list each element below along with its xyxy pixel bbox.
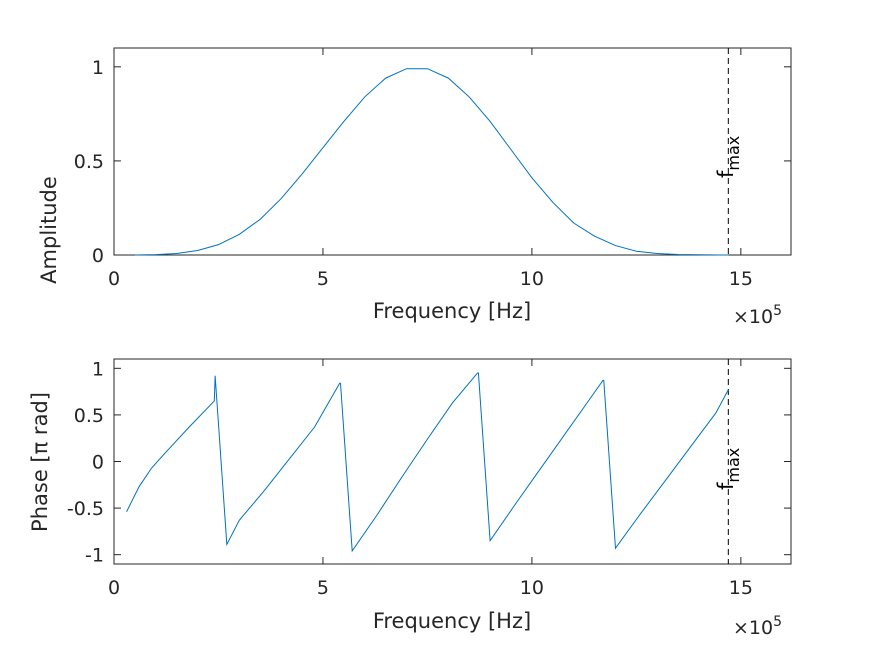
amplitude-x-tick-label: 5 [317, 268, 329, 290]
phase-ticks [113, 359, 791, 564]
amplitude-multiplier-exp: 5 [773, 303, 782, 319]
phase-y-tick-label: -0.5 [67, 498, 104, 520]
phase-y-tick-label: 0.5 [74, 405, 104, 427]
phase-fmax-main: f [714, 482, 738, 490]
amplitude-fmax-label: fmax [714, 136, 743, 178]
phase-x-multiplier: ×105 [733, 614, 782, 639]
phase-x-tick-label: 0 [108, 577, 120, 599]
phase-multiplier-times: × [733, 617, 749, 639]
phase-fmax-sub: max [724, 448, 743, 483]
amplitude-tick-labels: 0 5 10 15 0 0.5 1 [74, 57, 753, 290]
amplitude-y-axis-label: Amplitude [37, 176, 61, 284]
phase-fmax-label: fmax [714, 448, 743, 490]
amplitude-x-tick-label: 15 [729, 268, 753, 290]
amplitude-fmax-main: f [714, 170, 738, 178]
phase-x-axis-label: Frequency [Hz] [373, 609, 531, 633]
phase-y-axis-label: Phase [π rad] [28, 392, 52, 532]
phase-x-tick-label: 15 [729, 577, 753, 599]
amplitude-y-tick-label: 0.5 [74, 151, 104, 173]
phase-plot-area [113, 358, 792, 565]
phase-tick-labels: 0 5 10 15 -1 -0.5 0 0.5 1 [67, 358, 753, 599]
amplitude-series-line [134, 68, 729, 256]
phase-y-tick-label: 1 [92, 358, 104, 380]
amplitude-fmax-sub: max [724, 136, 743, 171]
phase-panel: 0 5 10 15-1-0.500.51 fmax Frequency [Hz] Ph… [28, 358, 792, 639]
amplitude-multiplier-base: 10 [749, 306, 773, 328]
amplitude-plot-area [113, 47, 792, 256]
amplitude-y-tick-label: 0 [92, 245, 104, 267]
phase-multiplier-base: 10 [749, 617, 773, 639]
amplitude-ticks [113, 48, 791, 256]
phase-multiplier-exp: 5 [773, 614, 782, 630]
amplitude-multiplier-times: × [733, 306, 749, 328]
phase-series-line [126, 372, 729, 553]
amplitude-y-tick-label: 1 [92, 57, 104, 79]
phase-y-tick-label: 0 [92, 452, 104, 474]
amplitude-x-axis-label: Frequency [Hz] [373, 299, 531, 323]
amplitude-x-tick-label: 10 [520, 268, 544, 290]
phase-x-tick-label: 5 [317, 577, 329, 599]
amplitude-x-tick-label: 0 [108, 268, 120, 290]
phase-y-tick-label: -1 [85, 545, 104, 567]
amplitude-x-multiplier: ×105 [733, 303, 782, 328]
phase-x-tick-label: 10 [520, 577, 544, 599]
